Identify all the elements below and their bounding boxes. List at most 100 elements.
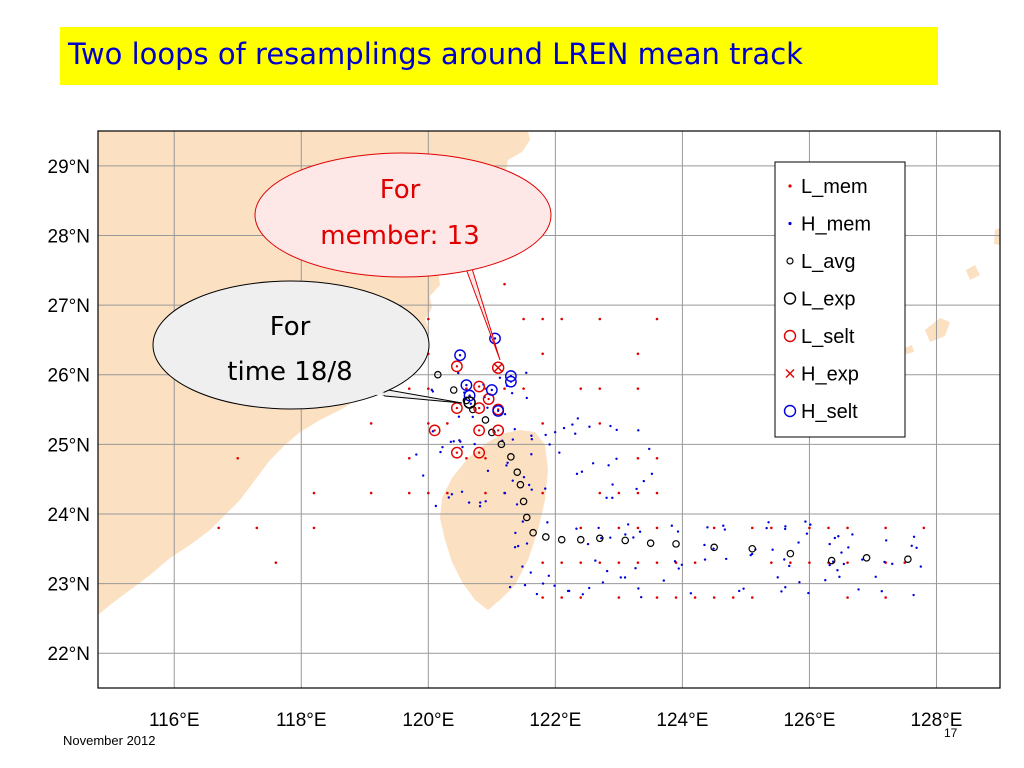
h-mem-dot xyxy=(452,440,455,443)
h-selt-marker xyxy=(460,379,473,392)
l-mem-dot xyxy=(884,526,887,530)
h-mem-dot xyxy=(605,496,608,500)
y-tick-label: 25°N xyxy=(48,435,90,456)
plot-frame xyxy=(97,130,1001,689)
l-selt-center xyxy=(477,451,481,454)
h-mem-dot xyxy=(637,587,640,590)
l-mem-dot xyxy=(484,491,487,495)
legend-box xyxy=(774,161,906,438)
l-avg-marker xyxy=(513,468,522,476)
h-mem-dot xyxy=(807,591,810,595)
slide-title: Two loops of resamplings around LREN mea… xyxy=(68,37,803,71)
l-selt-marker xyxy=(473,380,486,393)
title-bar: Two loops of resamplings around LREN mea… xyxy=(60,27,938,85)
h-mem-dot xyxy=(824,579,827,582)
l-mem-dot xyxy=(636,456,640,460)
callout-time: For time 18/8 xyxy=(152,280,463,410)
l-mem-dot xyxy=(884,596,887,599)
h-mem-dot xyxy=(840,551,843,554)
h-mem-dot xyxy=(513,546,517,549)
l-avg-marker xyxy=(507,453,515,461)
h-mem-dot xyxy=(797,541,800,544)
h-mem-dot xyxy=(842,562,846,566)
x-tick-label: 116°E xyxy=(149,710,200,731)
h-mem-dot xyxy=(601,581,605,584)
h-mem-dot xyxy=(558,451,561,454)
h-mem-dot xyxy=(486,406,489,409)
h-mem-dot xyxy=(847,546,850,549)
l-avg-marker xyxy=(516,480,525,489)
l-avg-marker xyxy=(904,555,912,563)
h-mem-dot xyxy=(783,527,787,531)
h-mem-dot xyxy=(431,390,435,393)
h-mem-dot xyxy=(467,501,471,504)
l-mem-dot xyxy=(407,491,411,495)
x-tick-label: 128°E xyxy=(910,710,962,731)
l-selt-center xyxy=(477,385,481,388)
l-mem-dot xyxy=(846,596,849,599)
h-mem-dot xyxy=(851,533,854,536)
h-mem-dot xyxy=(883,560,886,564)
h-mem-dot xyxy=(833,536,837,540)
l-avg-marker xyxy=(434,370,442,379)
legend-item-l-exp: L_exp xyxy=(783,289,856,311)
l-avg-marker xyxy=(481,416,490,424)
l-mem-dot xyxy=(541,491,544,495)
h-mem-dot xyxy=(784,525,787,528)
h-mem-dot xyxy=(521,565,524,568)
l-mem-dot xyxy=(655,526,659,530)
h-mem-dot xyxy=(837,535,840,538)
h-mem-dot xyxy=(516,544,520,548)
l-avg-marker xyxy=(862,554,871,562)
legend: L_mem H_mem L_avg L_exp L_selt H_exp H_selt xyxy=(774,161,906,438)
h-mem-dot xyxy=(510,391,514,395)
h-mem-dot xyxy=(514,531,517,535)
h-mem-dot xyxy=(611,483,614,486)
l-avg-marker xyxy=(786,549,795,558)
h-mem-dot xyxy=(725,557,728,561)
h-mem-dot xyxy=(776,576,779,579)
l-mem-dot xyxy=(579,596,583,599)
l-mem-dot xyxy=(598,422,602,425)
h-mem-dot xyxy=(484,500,487,503)
h-mem-dot xyxy=(574,432,577,435)
h-mem-dot xyxy=(750,552,754,556)
l-mem-dot xyxy=(674,596,678,599)
h-mem-dot xyxy=(767,521,770,524)
h-mem-dot xyxy=(594,559,597,562)
h-selt-marker xyxy=(454,349,466,362)
h-mem-dot xyxy=(434,504,438,508)
l-mem-dot xyxy=(598,387,602,390)
l-avg-marker xyxy=(827,556,836,565)
h-mem-dot xyxy=(521,520,525,523)
h-mem-dot xyxy=(591,462,595,465)
h-mem-dot xyxy=(642,479,645,483)
h-mem-dot xyxy=(884,539,888,542)
l-mem-dot xyxy=(655,491,659,495)
l-selt-marker xyxy=(450,446,463,459)
h-mem-dot xyxy=(571,423,574,426)
h-mem-dot xyxy=(609,536,612,539)
l-selt-marker xyxy=(473,446,486,459)
h-mem-dot xyxy=(874,575,877,579)
page-number: 17 xyxy=(944,726,958,740)
h-exp-circle xyxy=(491,361,505,374)
h-mem-dot xyxy=(765,526,768,530)
x-tick-label: 120°E xyxy=(402,710,454,731)
h-mem-dot xyxy=(529,571,532,574)
l-selt-marker xyxy=(450,360,463,373)
l-mem-dot xyxy=(712,596,716,599)
callout-time-line2: time 18/8 xyxy=(227,357,352,387)
l-mem-dot xyxy=(522,317,525,321)
h-mem-dot xyxy=(676,530,680,533)
h-mem-dot xyxy=(723,528,727,531)
l-selt-center xyxy=(433,429,436,432)
member-dots xyxy=(217,213,926,599)
h-mem-dot xyxy=(689,592,693,595)
l-mem-dot xyxy=(407,387,411,390)
h-mem-dot xyxy=(600,537,603,540)
x-tick-label: 118°E xyxy=(276,710,327,731)
l-mem-dot xyxy=(655,561,659,564)
h-mem-dot xyxy=(544,487,547,490)
track-markers xyxy=(428,332,912,565)
